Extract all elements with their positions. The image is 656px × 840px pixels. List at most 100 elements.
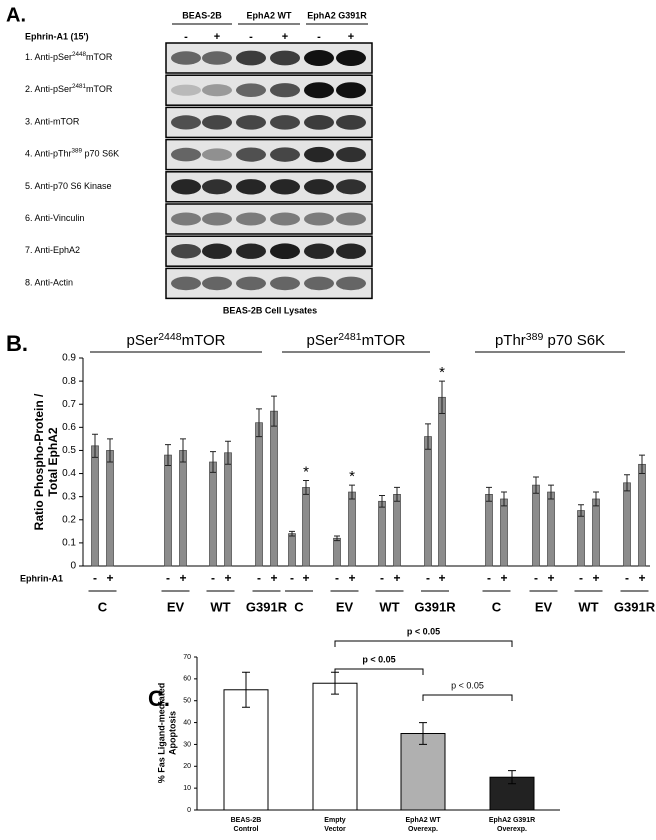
x-tick-label: + (500, 571, 507, 585)
band (236, 147, 266, 162)
bar (485, 494, 493, 567)
bracket (334, 640, 513, 647)
band (202, 115, 232, 130)
p-value: p < 0.05 (407, 626, 440, 636)
sign: - (249, 31, 253, 43)
x-tick-label: Overexp. (497, 826, 527, 833)
x-tick-label: + (270, 571, 277, 585)
label-part: pSer (127, 332, 159, 349)
error-bar (379, 495, 385, 508)
y-tick-label: 60 (183, 676, 191, 683)
bar (288, 533, 296, 567)
error-bar (92, 433, 98, 458)
label-part: 8. Anti-Actin (25, 278, 73, 288)
band (270, 147, 300, 162)
sign: + (282, 31, 288, 43)
error-bar (256, 408, 262, 438)
x-tick-label: Empty (324, 817, 346, 824)
x-tick-label: + (547, 571, 554, 585)
x-tick-label: - (166, 571, 170, 585)
y-tick-label: 0.3 (62, 491, 76, 502)
x-tick-label: - (534, 571, 538, 585)
bar (500, 498, 508, 567)
y-axis-label: % Fas Ligand-mediated (156, 683, 166, 784)
y-tick-label: 20 (183, 763, 191, 770)
group-label: WT (578, 599, 598, 614)
y-tick-label: 50 (183, 698, 191, 705)
band (202, 51, 232, 65)
band (202, 276, 232, 291)
label-part: 4. Anti-pThr (25, 149, 72, 159)
bar (532, 484, 540, 567)
band (336, 115, 366, 130)
error-bar (225, 440, 231, 465)
bar (312, 682, 358, 811)
group-label: C (294, 599, 304, 614)
error-bar (593, 491, 599, 507)
x-tick-label: Vector (324, 826, 346, 833)
band (336, 276, 366, 291)
band (171, 243, 201, 259)
error-bar (533, 476, 539, 494)
group-label: G391R (614, 599, 656, 614)
row-label: 2. Anti-pSer2481mTOR (25, 83, 113, 95)
y-tick-label: 40 (183, 719, 191, 726)
group-label: C (492, 599, 502, 614)
bar (255, 422, 263, 567)
superscript: 2481 (338, 331, 362, 343)
superscript: 2448 (158, 331, 182, 343)
column-header: EphA2 G391R (307, 10, 367, 20)
bracket (422, 694, 513, 701)
p-value: p < 0.05 (451, 680, 484, 690)
bar (424, 436, 432, 567)
y-tick-label: 30 (183, 741, 191, 748)
band (270, 212, 300, 226)
band (336, 50, 366, 66)
column-header: EphA2 WT (247, 10, 292, 20)
superscript: 389 (72, 147, 83, 154)
error-bar (165, 444, 171, 466)
superscript: 2481 (72, 83, 87, 90)
x-tick-label: - (426, 571, 430, 585)
band (236, 83, 266, 97)
significance: * (303, 463, 309, 480)
x-tick-label: + (302, 571, 309, 585)
error-bar (501, 491, 507, 507)
bar (547, 491, 555, 567)
y-tick-label: 0.2 (62, 514, 76, 525)
y-tick-label: 0.4 (62, 468, 76, 479)
label-part: 6. Anti-Vinculin (25, 213, 84, 223)
band (336, 82, 366, 99)
label-part: pSer (307, 332, 339, 349)
x-tick-label: - (93, 571, 97, 585)
p-value: p < 0.05 (362, 654, 395, 664)
error-bar (334, 535, 340, 542)
label-part: 7. Anti-EphA2 (25, 246, 80, 256)
panel-label: B. (6, 331, 28, 356)
band (304, 179, 334, 195)
band (236, 276, 266, 291)
bar (179, 450, 187, 567)
bar (302, 487, 310, 567)
bar (592, 498, 600, 567)
band (202, 84, 232, 97)
bar (400, 733, 446, 811)
row-label: 6. Anti-Vinculin (25, 213, 84, 223)
band (270, 50, 300, 66)
y-tick-label: 0.6 (62, 422, 76, 433)
error-bar (548, 484, 554, 500)
x-tick-label: + (106, 571, 113, 585)
x-tick-label: + (592, 571, 599, 585)
error-bar (486, 486, 492, 502)
band (270, 243, 300, 260)
sign: - (184, 31, 188, 43)
bracket (334, 668, 424, 675)
y-axis-label: Total EphA2 (46, 427, 60, 496)
column-header: BEAS-2B (182, 10, 222, 20)
bar (378, 500, 386, 567)
y-tick-label: 70 (183, 654, 191, 661)
label-part: p70 S6K (82, 149, 119, 159)
significance: * (349, 468, 355, 485)
sign: + (348, 31, 354, 43)
y-tick-label: 0 (70, 561, 76, 572)
